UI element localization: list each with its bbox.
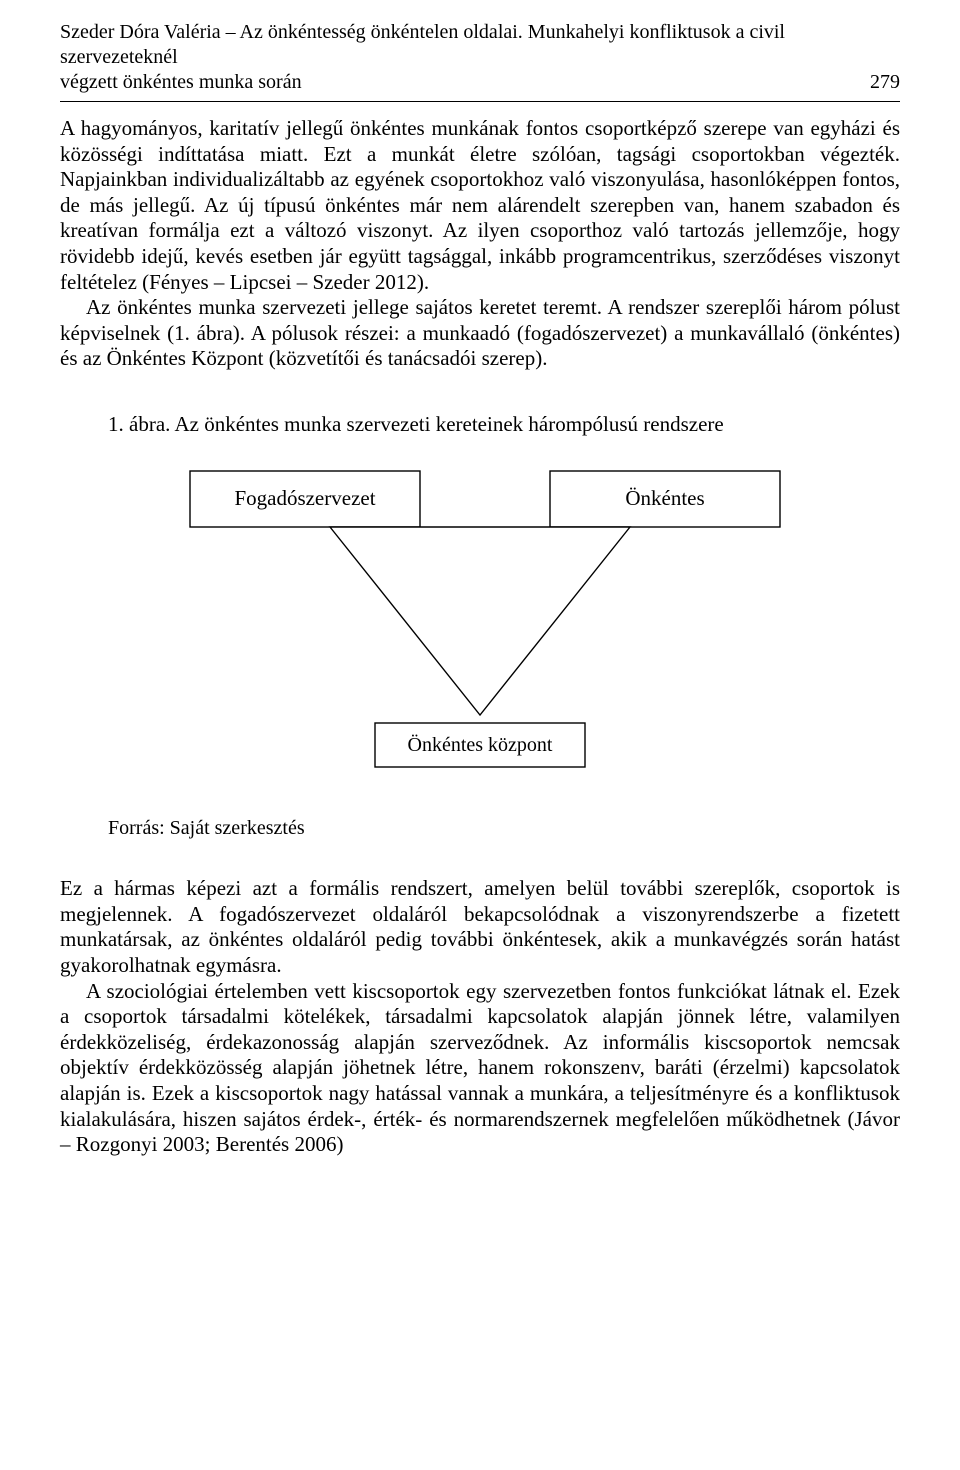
- paragraph-4: A szociológiai értelemben vett kiscsopor…: [60, 979, 900, 1158]
- running-header-line2: végzett önkéntes munka során: [60, 70, 302, 95]
- node-label-top-right: Önkéntes: [625, 486, 704, 510]
- triangle-icon: [330, 527, 630, 715]
- running-header-row2: végzett önkéntes munka során 279: [60, 70, 900, 95]
- figure-source: Forrás: Saját szerkesztés: [108, 817, 900, 840]
- diagram-svg-bottom: Önkéntes központ: [130, 717, 830, 787]
- figure-caption: 1. ábra. Az önkéntes munka szervezeti ke…: [108, 412, 900, 437]
- diagram-svg-top: Fogadószervezet Önkéntes: [130, 467, 830, 717]
- node-label-top-left: Fogadószervezet: [234, 486, 375, 510]
- running-header-line1: Szeder Dóra Valéria – Az önkéntesség önk…: [60, 20, 900, 70]
- running-header: Szeder Dóra Valéria – Az önkéntesség önk…: [60, 20, 900, 95]
- page: Szeder Dóra Valéria – Az önkéntesség önk…: [0, 0, 960, 1198]
- node-label-bottom: Önkéntes központ: [408, 733, 553, 756]
- figure-diagram: Fogadószervezet Önkéntes Önkéntes közpon…: [60, 467, 900, 787]
- header-rule: [60, 101, 900, 102]
- paragraph-2: Az önkéntes munka szervezeti jellege saj…: [60, 295, 900, 372]
- paragraph-3: Ez a hármas képezi azt a formális rendsz…: [60, 876, 900, 978]
- paragraph-1: A hagyományos, karitatív jellegű önkénte…: [60, 116, 900, 295]
- page-number: 279: [870, 70, 900, 95]
